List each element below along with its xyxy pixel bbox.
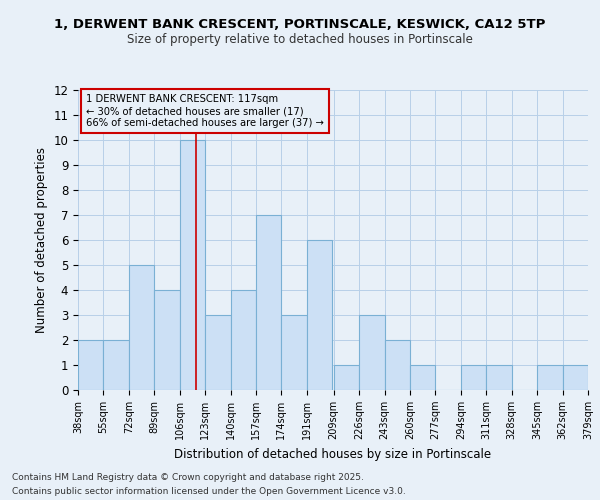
Bar <box>129 265 154 390</box>
Text: Size of property relative to detached houses in Portinscale: Size of property relative to detached ho… <box>127 32 473 46</box>
Bar <box>486 365 512 390</box>
Bar <box>307 240 332 390</box>
Bar <box>78 340 103 390</box>
Text: 1 DERWENT BANK CRESCENT: 117sqm
← 30% of detached houses are smaller (17)
66% of: 1 DERWENT BANK CRESCENT: 117sqm ← 30% of… <box>86 94 323 128</box>
Bar <box>385 340 410 390</box>
Bar <box>230 290 256 390</box>
Bar <box>180 140 205 390</box>
Bar <box>205 315 230 390</box>
Bar <box>256 215 281 390</box>
X-axis label: Distribution of detached houses by size in Portinscale: Distribution of detached houses by size … <box>175 448 491 460</box>
Text: 1, DERWENT BANK CRESCENT, PORTINSCALE, KESWICK, CA12 5TP: 1, DERWENT BANK CRESCENT, PORTINSCALE, K… <box>55 18 545 30</box>
Bar <box>334 365 359 390</box>
Y-axis label: Number of detached properties: Number of detached properties <box>35 147 48 333</box>
Bar <box>461 365 486 390</box>
Bar <box>410 365 436 390</box>
Bar <box>281 315 307 390</box>
Text: Contains public sector information licensed under the Open Government Licence v3: Contains public sector information licen… <box>12 488 406 496</box>
Text: Contains HM Land Registry data © Crown copyright and database right 2025.: Contains HM Land Registry data © Crown c… <box>12 472 364 482</box>
Bar <box>103 340 129 390</box>
Bar <box>563 365 588 390</box>
Bar <box>359 315 385 390</box>
Bar <box>537 365 563 390</box>
Bar <box>154 290 180 390</box>
